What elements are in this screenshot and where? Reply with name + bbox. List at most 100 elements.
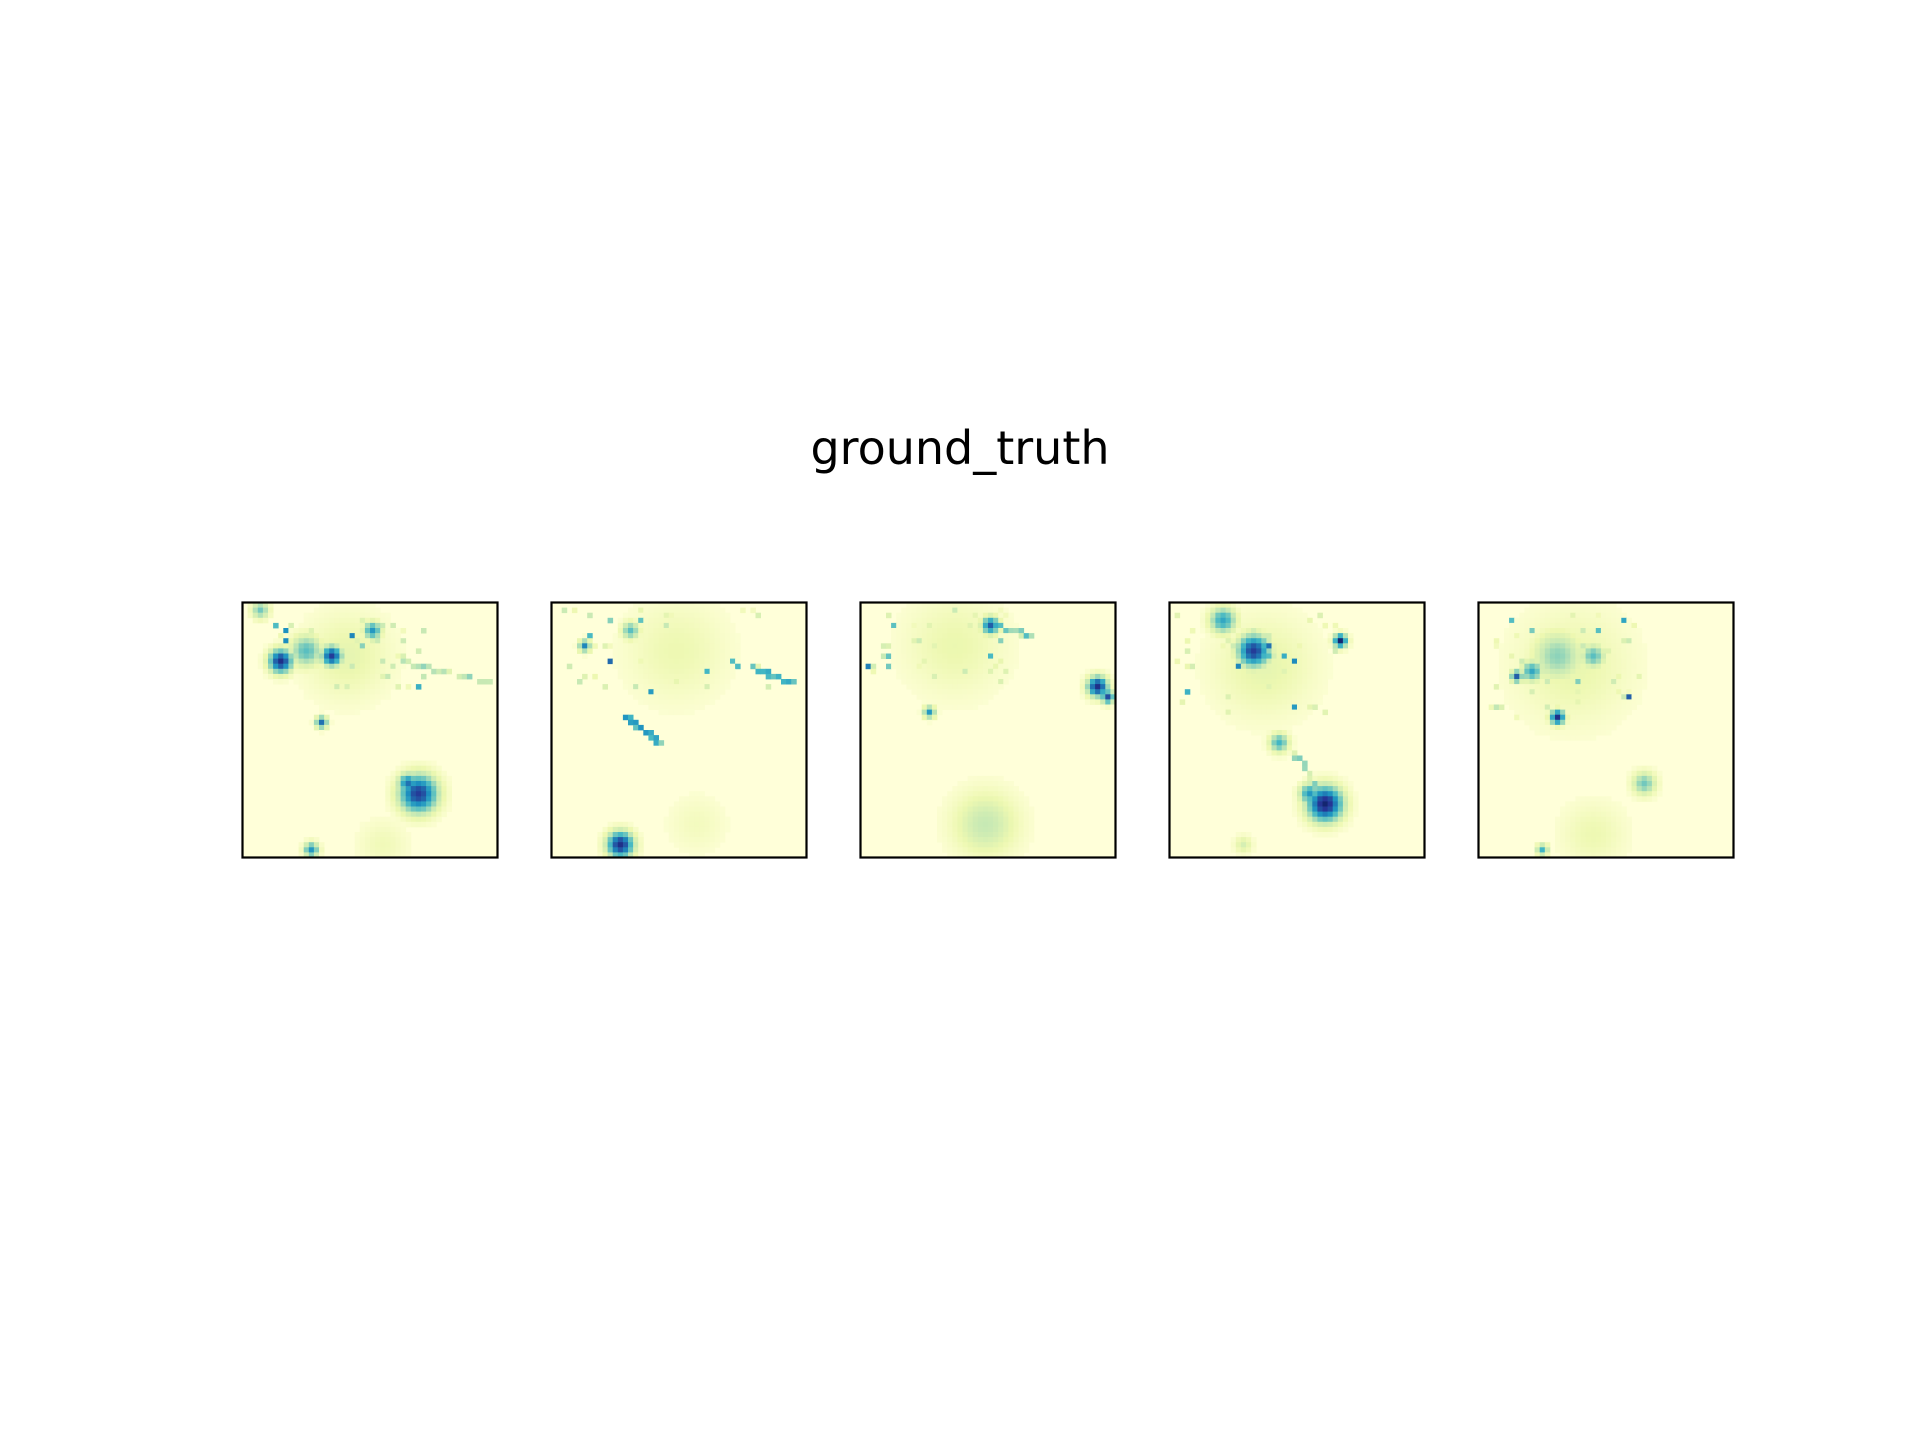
heatmap-cell (1307, 658, 1313, 665)
heatmap-cell (273, 663, 279, 670)
heatmap-cell (916, 668, 923, 675)
heatmap-cell (1100, 673, 1106, 680)
heatmap-cell (658, 617, 665, 624)
heatmap-cell (993, 663, 999, 670)
heatmap-cell (1307, 638, 1313, 644)
heatmap-cell (1225, 679, 1232, 685)
heatmap-cell (988, 653, 994, 659)
heatmap-cell (709, 806, 716, 812)
heatmap-cell (962, 648, 968, 654)
heatmap-cell (1266, 648, 1272, 654)
heatmap-cell (1580, 689, 1586, 695)
heatmap-cell (714, 602, 721, 608)
heatmap-cell (1317, 770, 1323, 777)
heatmap-panel-4 (1168, 601, 1426, 859)
heatmap-cell (1524, 684, 1530, 690)
heatmap-cell (1560, 847, 1566, 853)
heatmap-cell (921, 694, 928, 700)
heatmap-cell (354, 658, 361, 665)
heatmap-cell (658, 658, 665, 665)
heatmap-cell (1534, 709, 1541, 716)
heatmap-cell (288, 628, 294, 634)
heatmap-cell (962, 689, 968, 695)
heatmap-cell (709, 617, 716, 624)
heatmap-cell (921, 673, 928, 680)
heatmap-cell (1504, 699, 1510, 705)
heatmap-cell (308, 719, 315, 726)
heatmap-cell (1498, 673, 1505, 680)
heatmap-cell (1651, 796, 1658, 802)
heatmap-cell (977, 617, 984, 624)
heatmap-cell (1585, 648, 1592, 654)
heatmap-cell (1590, 699, 1597, 705)
heatmap-cell (714, 679, 721, 685)
heatmap-cell (653, 668, 659, 675)
heatmap-cell (668, 633, 675, 639)
heatmap-cell (1595, 704, 1602, 710)
heatmap-cell (1105, 699, 1111, 705)
heatmap-cell (735, 663, 741, 670)
heatmap-cell (1327, 806, 1334, 812)
heatmap-cell (982, 811, 989, 818)
heatmap-cell (1276, 658, 1283, 665)
heatmap-cell (1606, 658, 1612, 665)
heatmap-cell (977, 689, 984, 695)
heatmap-cell (1225, 638, 1232, 644)
heatmap-cell (1570, 806, 1576, 812)
heatmap-cell (1544, 617, 1551, 624)
heatmap-cell (1514, 648, 1520, 654)
heatmap-cell (364, 842, 371, 848)
heatmap-cell (689, 816, 695, 823)
heatmap-cell (1575, 679, 1581, 685)
heatmap-cell (247, 607, 254, 614)
heatmap-cell (699, 694, 705, 700)
heatmap-cell (1266, 643, 1272, 649)
heatmap-cell (354, 704, 361, 710)
heatmap-cell (349, 663, 356, 670)
heatmap-cell (1575, 684, 1581, 690)
heatmap-cell (1575, 796, 1581, 802)
heatmap-cell (1646, 781, 1653, 787)
heatmap-cell (1519, 638, 1525, 644)
heatmap-cell (303, 633, 310, 639)
heatmap-cell (724, 638, 731, 644)
heatmap-cell (354, 837, 361, 843)
heatmap-cell (911, 643, 917, 649)
heatmap-cell (390, 826, 396, 833)
heatmap-cell (1337, 816, 1344, 823)
heatmap-cell (952, 786, 958, 792)
heatmap-cell (1322, 684, 1328, 690)
heatmap-cell (633, 694, 639, 700)
heatmap-cell (1271, 755, 1277, 761)
heatmap-cell (1600, 663, 1607, 670)
heatmap-cell (1210, 628, 1216, 634)
heatmap-cell (380, 663, 386, 670)
heatmap-cell (380, 648, 386, 654)
heatmap-cell (1189, 628, 1196, 634)
heatmap-cell (1611, 633, 1617, 639)
heatmap-cell (612, 842, 619, 848)
heatmap-cell (1286, 714, 1293, 721)
heatmap-cell (911, 663, 917, 670)
heatmap-cell (1312, 811, 1318, 818)
heatmap-cell (998, 668, 1004, 675)
heatmap-cell (668, 832, 675, 838)
heatmap-cell (1256, 663, 1262, 670)
heatmap-cell (1240, 663, 1247, 670)
heatmap-cell (1600, 801, 1607, 807)
heatmap-panel-2 (550, 601, 808, 859)
heatmap-cell (1555, 628, 1561, 634)
heatmap-cell (982, 796, 989, 802)
heatmap-cell (1590, 714, 1597, 721)
heatmap-cell (952, 699, 958, 705)
heatmap-cell (750, 607, 756, 614)
heatmap-cell (1560, 811, 1566, 818)
heatmap-cell (1524, 719, 1530, 726)
heatmap-cell (1230, 679, 1237, 685)
heatmap-cell (1271, 622, 1277, 629)
heatmap-cell (313, 658, 320, 665)
heatmap-cell (1565, 638, 1571, 644)
heatmap-cell (1013, 786, 1019, 792)
heatmap-cell (1539, 622, 1546, 629)
heatmap-cell (1595, 832, 1602, 838)
